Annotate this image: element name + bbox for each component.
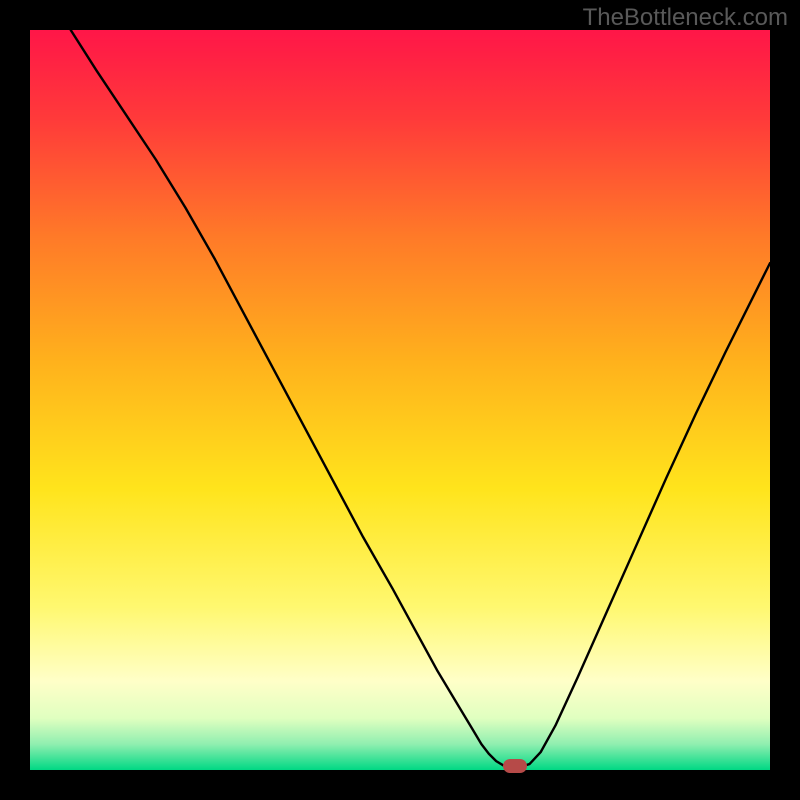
plot-area <box>30 30 770 770</box>
watermark-text: TheBottleneck.com <box>583 4 788 32</box>
bottleneck-curve <box>30 30 770 770</box>
curve-path <box>71 30 770 767</box>
chart-frame: TheBottleneck.com <box>0 0 800 800</box>
optimum-marker <box>503 759 527 773</box>
